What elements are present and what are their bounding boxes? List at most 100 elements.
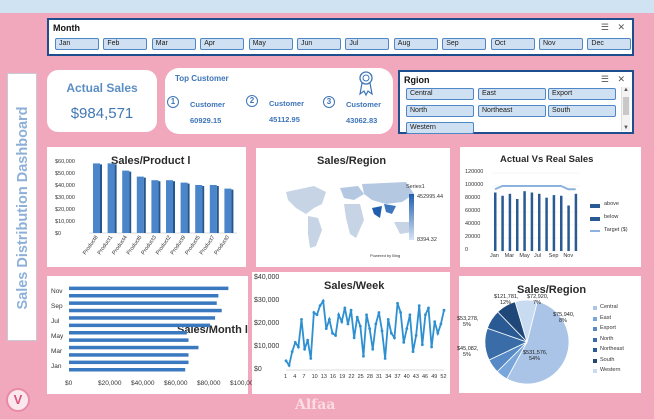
x-tick-label: 34 bbox=[385, 374, 392, 380]
chart-title: Actual Vs Real Sales bbox=[500, 154, 594, 165]
data-point bbox=[424, 313, 427, 317]
sales-product-chart: Sales/Product l $60,000 $50,000 $40,000 $30… bbox=[47, 147, 246, 267]
x-tick-label: $0 bbox=[65, 380, 73, 387]
month-slicer-title: Month bbox=[53, 23, 80, 33]
bar-plot: Product8Product1Product4Product6Product3… bbox=[82, 163, 237, 256]
y-tick-label: 60000 bbox=[465, 208, 481, 214]
data-label: $53,278, 5% bbox=[457, 316, 479, 328]
y-tick-label: 20000 bbox=[465, 234, 481, 240]
customer-2-value: 45112.95 bbox=[269, 115, 300, 124]
month-chip-dec[interactable]: Dec bbox=[587, 38, 632, 50]
bar bbox=[136, 176, 144, 233]
y-tick-label: 0 bbox=[465, 247, 469, 253]
data-point bbox=[331, 331, 334, 335]
multi-select-icon[interactable]: ☰ ✕ bbox=[600, 22, 628, 32]
x-tick-label: 31 bbox=[376, 374, 383, 380]
data-point bbox=[312, 311, 316, 314]
month-chip-mar[interactable]: Mar bbox=[151, 38, 196, 50]
bar bbox=[69, 294, 219, 298]
month-chip-jun[interactable]: Jun bbox=[297, 38, 341, 50]
month-chip-aug[interactable]: Aug bbox=[393, 38, 438, 50]
month-chip-may[interactable]: May bbox=[248, 38, 293, 50]
x-tick-label: $40,000 bbox=[131, 380, 155, 387]
top-customer-title: Top Customer bbox=[175, 74, 229, 83]
data-point bbox=[393, 336, 396, 340]
y-tick-label: May bbox=[51, 333, 64, 340]
month-chip-jan[interactable]: Jan bbox=[55, 38, 99, 50]
bar-above bbox=[508, 193, 512, 251]
legend-label: North bbox=[600, 335, 614, 342]
region-chip-northeast[interactable]: Northeast bbox=[478, 105, 546, 117]
legend-gradient bbox=[409, 194, 414, 240]
region-chip-western[interactable]: Western bbox=[406, 122, 474, 134]
x-tick-label: 7 bbox=[302, 374, 306, 380]
legend-min: 8394.32 bbox=[417, 237, 437, 243]
month-chip-apr[interactable]: Apr bbox=[200, 38, 245, 50]
data-label: $72,920, 7% bbox=[527, 294, 549, 306]
data-point bbox=[436, 331, 440, 335]
customer-3-label: Customer bbox=[346, 100, 382, 109]
data-point bbox=[303, 347, 306, 351]
bar-side bbox=[100, 164, 102, 233]
data-label: $121,781, 12% bbox=[494, 294, 519, 306]
award-ribbon-icon bbox=[359, 71, 373, 97]
data-point bbox=[417, 304, 421, 307]
customer-1-value: 60929.15 bbox=[190, 116, 222, 125]
region-chip-east[interactable]: East bbox=[478, 88, 546, 100]
region-chip-central[interactable]: Central bbox=[406, 88, 474, 100]
bar-below bbox=[538, 193, 541, 251]
data-point bbox=[420, 343, 424, 347]
bar bbox=[166, 180, 173, 233]
bar-above bbox=[545, 197, 548, 251]
legend-label: Target ($) bbox=[604, 227, 628, 233]
y-tick-label: Mar bbox=[51, 348, 63, 355]
bar-side bbox=[231, 189, 234, 233]
legend-label: Export bbox=[600, 325, 616, 331]
legend-title: Series1 bbox=[406, 184, 425, 190]
region-chip-export[interactable]: Export bbox=[548, 88, 616, 100]
x-tick-label: 1 bbox=[284, 374, 288, 380]
data-point bbox=[396, 301, 399, 305]
bar-below bbox=[501, 195, 504, 251]
data-point bbox=[296, 345, 300, 349]
x-tick-label: 43 bbox=[412, 374, 419, 380]
actual-sales-label: Actual Sales bbox=[66, 81, 138, 95]
month-chip-nov[interactable]: Nov bbox=[539, 38, 583, 50]
bar bbox=[69, 353, 189, 357]
region-chip-north[interactable]: North bbox=[406, 105, 474, 117]
legend-label: Northeast bbox=[600, 346, 624, 352]
x-tick-label: 49 bbox=[431, 374, 438, 380]
data-point bbox=[321, 299, 325, 303]
month-chip-sep[interactable]: Sep bbox=[442, 38, 487, 50]
bar bbox=[69, 308, 222, 313]
region-chip-south[interactable]: South bbox=[548, 105, 616, 117]
y-tick-label: Jan bbox=[51, 363, 62, 370]
pie-slice bbox=[514, 299, 538, 344]
scrollbar[interactable]: ▲ ▼ bbox=[621, 87, 630, 131]
bar bbox=[69, 338, 189, 342]
data-point bbox=[290, 350, 294, 353]
data-point bbox=[383, 357, 387, 360]
bar-side bbox=[187, 183, 190, 233]
data-point bbox=[334, 334, 337, 337]
legend-swatch bbox=[593, 358, 597, 363]
dashboard-title: Sales Distribution Dashboard bbox=[15, 106, 31, 310]
y-tick-label: $40,000 bbox=[254, 274, 280, 281]
rank-3-icon: 3 bbox=[323, 96, 335, 108]
month-chip-feb[interactable]: Feb bbox=[103, 38, 148, 50]
bar-above bbox=[530, 192, 534, 251]
month-chip-oct[interactable]: Oct bbox=[490, 38, 535, 50]
data-point bbox=[377, 311, 381, 314]
x-tick-label: Jul bbox=[534, 253, 542, 259]
data-point bbox=[340, 320, 344, 324]
data-point bbox=[430, 345, 434, 349]
y-tick-label: $0 bbox=[55, 231, 62, 237]
legend-swatch bbox=[593, 337, 597, 342]
month-chip-jul[interactable]: Jul bbox=[345, 38, 390, 50]
data-point bbox=[402, 341, 406, 344]
clear-filter-icon[interactable]: ☰ ✕ bbox=[600, 74, 628, 84]
hbar-plot bbox=[69, 286, 229, 372]
legend-max: 452995.44 bbox=[417, 194, 443, 200]
y-tick-label: 100000 bbox=[465, 182, 484, 188]
map-credit: Powered by Bing bbox=[370, 253, 401, 258]
